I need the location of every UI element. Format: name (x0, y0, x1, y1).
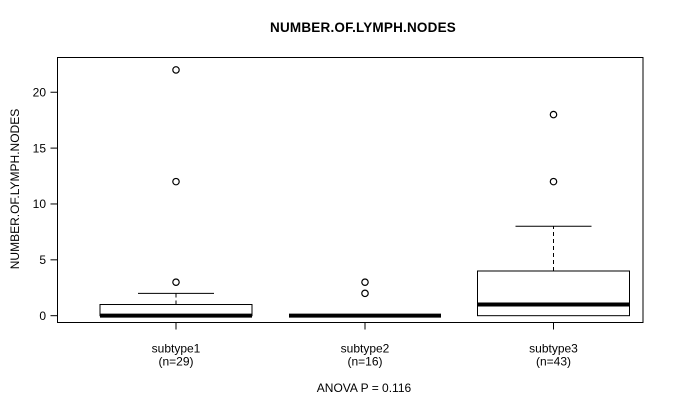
outlier-point (172, 66, 180, 74)
y-tick-label: 0 (39, 309, 46, 323)
chart-title: NUMBER.OF.LYMPH.NODES (270, 20, 456, 35)
category-label: subtype3 (529, 342, 578, 356)
outlier-point (361, 278, 369, 286)
y-tick-label: 10 (33, 197, 47, 211)
category-sublabel: (n=43) (536, 355, 571, 369)
outlier-point (549, 177, 558, 186)
outlier-point (172, 177, 180, 186)
category-label: subtype2 (341, 342, 390, 356)
category-sublabel: (n=16) (347, 355, 382, 369)
category-label: subtype1 (152, 342, 201, 356)
category-sublabel: (n=29) (158, 355, 193, 369)
y-tick-label: 20 (33, 85, 47, 99)
box-iqr (477, 270, 630, 317)
y-tick-label: 5 (39, 253, 46, 267)
outlier-point (361, 289, 369, 298)
plot-frame (57, 57, 644, 323)
y-tick-label: 15 (33, 141, 47, 155)
outlier-point (549, 110, 558, 119)
anova-caption: ANOVA P = 0.116 (316, 381, 412, 395)
outlier-point (172, 278, 180, 286)
